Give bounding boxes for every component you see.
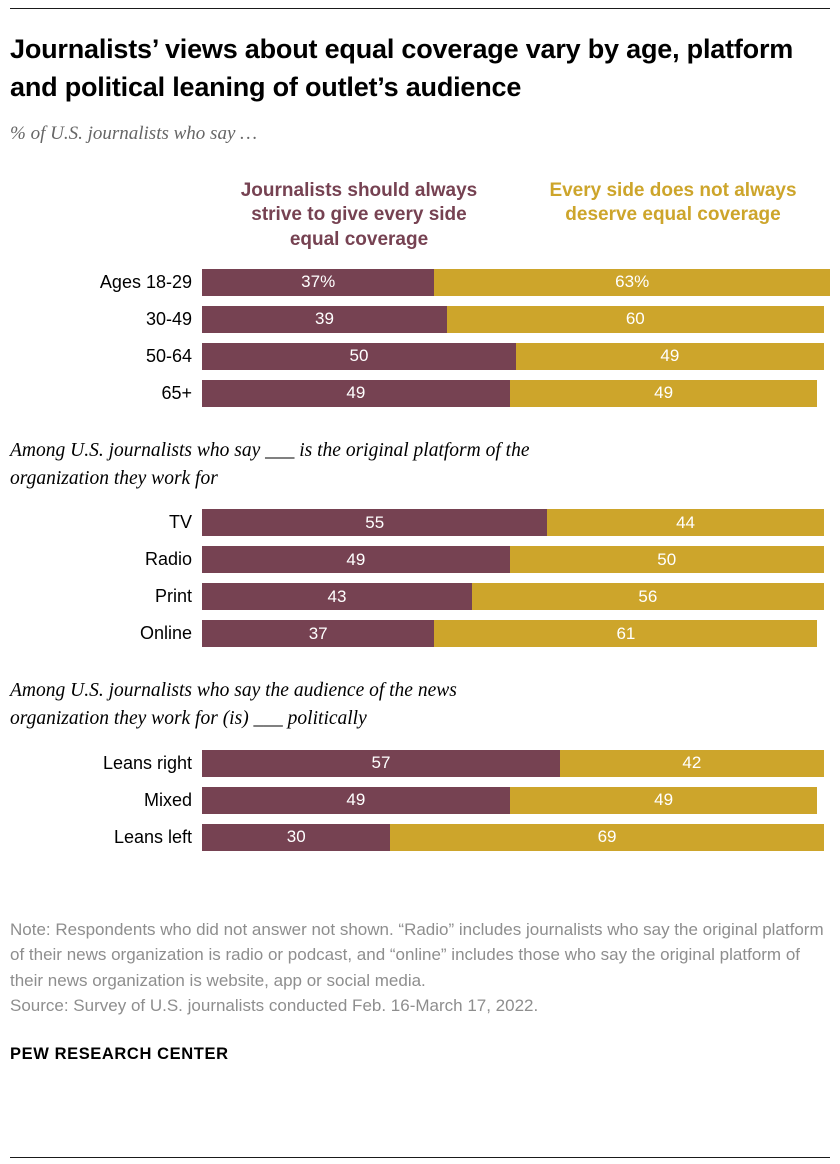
bar-row: 65+ 49 49 [10,379,830,407]
bar-track: 57 42 [202,749,830,777]
note-text: Note: Respondents who did not answer not… [10,919,824,990]
bar-row: Online 37 61 [10,620,830,648]
bar-left-segment: 49 [202,786,510,814]
legend-right-header: Every side does not always deserve equal… [549,179,797,226]
bar-right-segment: 49 [509,786,818,814]
row-label: Ages 18-29 [99,271,192,292]
bar-track: 49 49 [202,379,830,407]
row-label: 50-64 [145,345,192,366]
chart-subtitle: % of U.S. journalists who say … [10,122,258,144]
bar-track: 49 49 [202,786,830,814]
footer: Note: Respondents who did not answer not… [10,917,830,1064]
bar-left-segment: 49 [202,546,510,574]
bar-row: Ages 18-29 37% 63% [10,268,830,296]
bar-track: 39 60 [202,305,830,333]
bottom-rule [10,1157,830,1158]
bar-row: Print 43 56 [10,583,830,611]
bar-left-segment: 57 [202,749,560,777]
bar-left-segment: 50 [202,342,516,370]
bar-track: 37% 63% [202,268,830,296]
bar-left-segment: 55 [202,509,548,537]
row-label: Leans left [113,826,192,847]
bar-left-segment: 49 [202,379,510,407]
source-text: Source: Survey of U.S. journalists condu… [10,996,539,1016]
bar-right-segment: 60 [446,305,824,333]
bar-right-segment: 42 [559,749,824,777]
section-heading: Among U.S. journalists who say the audie… [10,680,457,730]
stacked-bar-chart: Ages 18-29 37% 63% 30-49 39 60 50-64 50 49 65+ 49 4… [10,268,830,851]
row-label: Leans right [102,752,192,773]
bar-left-segment: 39 [202,305,447,333]
pew-research-center-brand: PEW RESEARCH CENTER [10,1044,229,1063]
bar-row: Leans left 30 69 [10,823,830,851]
bar-track: 55 44 [202,509,830,537]
bar-track: 43 56 [202,583,830,611]
bar-right-segment: 69 [390,823,824,851]
bar-left-segment: 37% [202,268,435,296]
bar-row: Radio 49 50 [10,546,830,574]
chart-page: Journalists’ views about equal coverage … [0,8,840,1158]
bar-right-segment: 56 [472,583,824,611]
legend-left-header: Journalists should always strive to give… [240,179,478,250]
row-label: TV [168,512,192,533]
row-label: Radio [144,549,192,570]
page-title: Journalists’ views about equal coverage … [10,34,794,102]
bar-right-segment: 49 [509,379,818,407]
bar-right-segment: 50 [509,546,824,574]
bar-right-segment: 63% [434,268,830,296]
row-label: 65+ [161,382,192,403]
bar-track: 30 69 [202,823,830,851]
section-heading: Among U.S. journalists who say ___ is th… [10,439,530,489]
bar-track: 50 49 [202,342,830,370]
bar-left-segment: 30 [202,823,391,851]
row-label: 30-49 [145,308,192,329]
bar-row: Mixed 49 49 [10,786,830,814]
bar-row: Leans right 57 42 [10,749,830,777]
bar-row: 30-49 39 60 [10,305,830,333]
bar-right-segment: 49 [516,342,824,370]
bar-track: 49 50 [202,546,830,574]
row-label: Online [139,623,192,644]
bar-left-segment: 43 [202,583,473,611]
bar-right-segment: 61 [434,620,818,648]
top-rule [10,8,830,9]
bar-row: TV 55 44 [10,509,830,537]
row-label: Mixed [143,789,192,810]
bar-row: 50-64 50 49 [10,342,830,370]
row-label: Print [154,586,192,607]
bar-left-segment: 37 [202,620,435,648]
legend: Journalists should always strive to give… [202,179,830,253]
bar-right-segment: 44 [547,509,824,537]
bar-track: 37 61 [202,620,830,648]
